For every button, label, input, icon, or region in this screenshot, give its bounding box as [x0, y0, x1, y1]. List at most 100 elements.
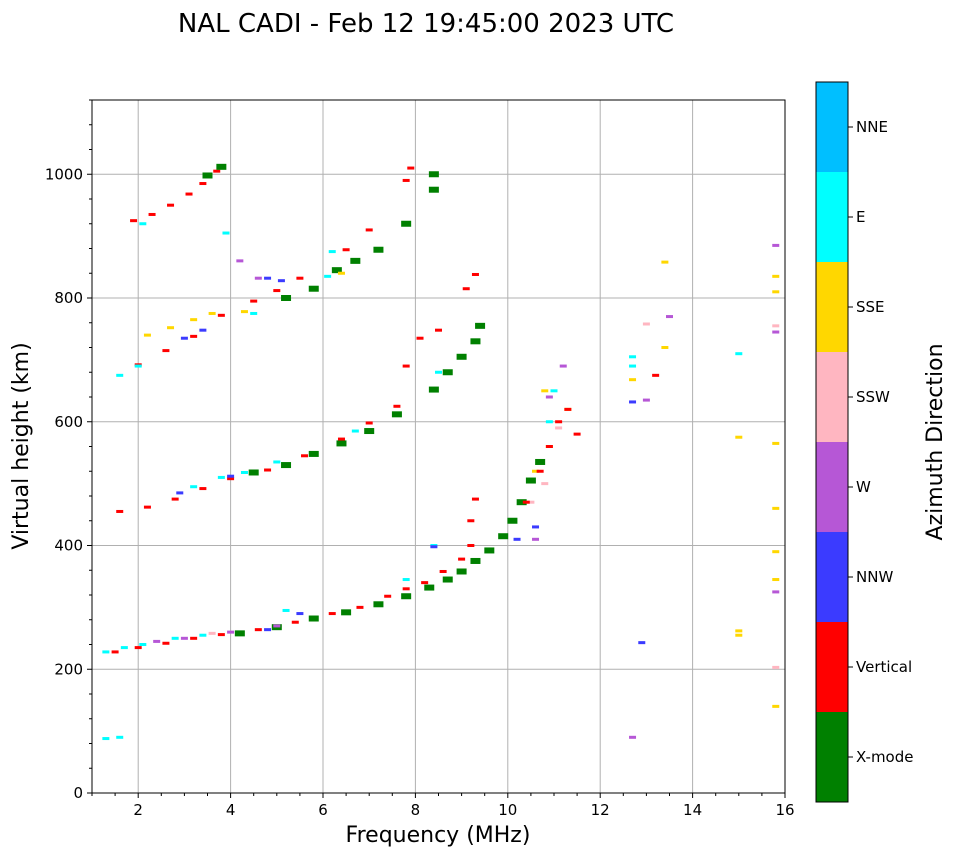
data-point [564, 407, 572, 411]
data-point [342, 248, 350, 252]
colorbar-label: Vertical [856, 658, 912, 676]
data-point [190, 636, 198, 640]
data-point [772, 274, 780, 278]
data-point [393, 404, 401, 408]
data-point [143, 333, 151, 337]
data-point [545, 395, 553, 399]
data-point [772, 550, 780, 554]
data-point [116, 735, 124, 739]
data-point [772, 290, 780, 294]
data-point [364, 428, 375, 435]
data-point [264, 276, 272, 280]
data-point [442, 369, 453, 376]
data-point [642, 398, 650, 402]
data-point [240, 310, 248, 314]
data-point [772, 578, 780, 582]
data-point [573, 432, 581, 436]
data-point [467, 544, 475, 547]
data-point [555, 426, 563, 430]
data-point [134, 364, 142, 368]
data-point [139, 222, 147, 226]
data-point [250, 299, 258, 303]
colorbar-segment [816, 352, 848, 442]
x-tick-label: 12 [591, 801, 610, 819]
data-point [162, 349, 170, 353]
data-point [629, 355, 637, 359]
colorbar-segment [816, 712, 848, 802]
data-point [456, 353, 467, 360]
data-point [365, 228, 373, 232]
data-point [102, 737, 110, 741]
data-point [341, 609, 352, 616]
data-point [402, 587, 410, 591]
data-point [213, 169, 221, 173]
data-point [421, 581, 429, 585]
colorbar-segment [816, 82, 848, 172]
data-point [217, 633, 225, 637]
data-point [248, 469, 259, 476]
data-point [328, 612, 336, 616]
colorbar-label: NNW [856, 568, 893, 586]
x-tick-label: 16 [775, 801, 794, 819]
data-point [171, 497, 179, 501]
data-point [435, 328, 442, 332]
data-point [772, 665, 780, 669]
data-point [264, 468, 272, 472]
colorbar-label: NNE [856, 118, 888, 136]
data-point [428, 186, 439, 193]
data-point [190, 318, 198, 322]
data-point [484, 547, 495, 554]
data-point [171, 636, 179, 640]
data-point [661, 346, 669, 349]
x-tick-label: 8 [411, 801, 421, 819]
data-point [507, 517, 518, 524]
data-point [401, 593, 412, 600]
data-point [139, 643, 147, 646]
data-point [402, 578, 410, 582]
data-point [273, 460, 281, 464]
data-point [652, 373, 660, 377]
data-point [273, 289, 281, 293]
data-point [324, 274, 332, 278]
data-point [384, 594, 392, 598]
data-point [772, 441, 780, 445]
data-point [428, 171, 439, 178]
data-point [116, 509, 124, 513]
data-point [236, 259, 244, 263]
data-point [111, 650, 119, 654]
data-point [629, 378, 637, 382]
data-point [308, 285, 319, 292]
data-point [296, 276, 304, 280]
y-tick-label: 1000 [45, 165, 83, 183]
data-point [199, 182, 207, 186]
data-point [217, 313, 225, 317]
data-point [216, 163, 227, 170]
data-point [735, 629, 743, 633]
data-point [336, 440, 347, 447]
data-point [199, 328, 207, 332]
chart-title: NAL CADI - Feb 12 19:45:00 2023 UTC [178, 9, 674, 39]
plot-frame [91, 99, 786, 794]
data-point [642, 322, 650, 326]
data-point [439, 569, 447, 573]
data-point [458, 557, 466, 561]
data-point [555, 420, 563, 424]
data-points [102, 163, 780, 741]
colorbar-label: SSW [856, 388, 890, 406]
x-tick-label: 14 [683, 801, 702, 819]
data-point [545, 420, 553, 424]
data-point [273, 624, 281, 628]
data-point [180, 336, 188, 340]
data-point [735, 352, 743, 356]
data-point [527, 500, 535, 504]
data-point [772, 590, 780, 594]
data-point [467, 519, 475, 523]
data-point [532, 525, 540, 529]
data-point [116, 373, 124, 377]
data-point [462, 287, 470, 291]
data-point [227, 630, 235, 634]
y-tick-label: 0 [73, 784, 83, 802]
data-point [199, 633, 207, 637]
data-point [308, 450, 319, 457]
